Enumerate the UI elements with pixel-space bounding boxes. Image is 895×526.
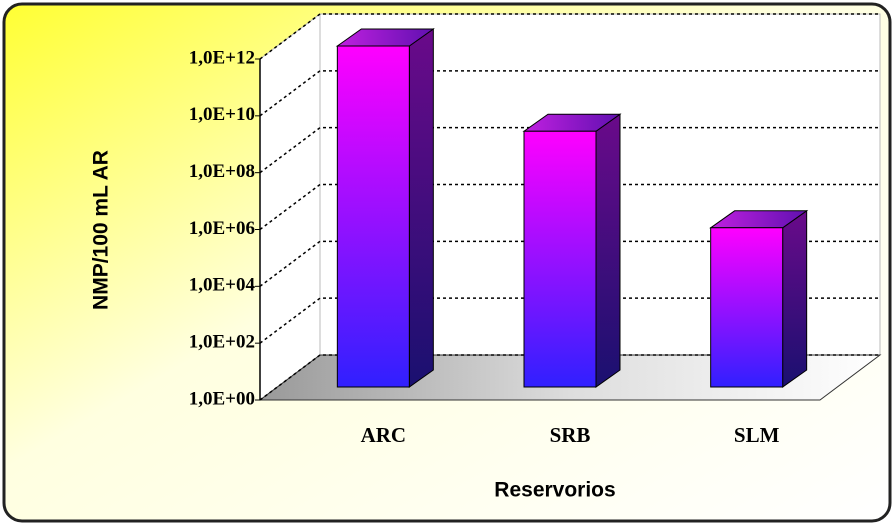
y-tick-label: 1,0E+06 xyxy=(189,218,255,239)
bar-front xyxy=(710,227,784,388)
grid-line xyxy=(259,70,880,117)
bar xyxy=(522,113,622,388)
grid-line xyxy=(259,126,880,174)
grid-line xyxy=(259,13,880,60)
bar-side xyxy=(595,113,621,388)
x-tick-label: ARC xyxy=(361,423,407,447)
bar-side xyxy=(782,209,808,388)
grid-line xyxy=(259,297,880,344)
y-tick-label: 1,0E+08 xyxy=(189,161,255,182)
y-tick-label: 1,0E+00 xyxy=(189,388,255,409)
y-axis-label: NMP/100 mL AR xyxy=(90,150,113,310)
bar-side xyxy=(408,28,434,388)
x-tick-label: SRB xyxy=(550,423,591,447)
bar-front xyxy=(523,130,597,388)
bar xyxy=(709,209,809,388)
y-tick-label: 1,0E+02 xyxy=(189,332,255,353)
grid-line xyxy=(259,240,880,287)
y-tick-label: 1,0E+10 xyxy=(189,104,255,125)
grid-line xyxy=(259,183,880,231)
bar-front xyxy=(336,45,410,388)
x-tick-label: SLM xyxy=(734,423,780,447)
y-tick-label: 1,0E+12 xyxy=(189,47,255,68)
grid-line xyxy=(259,354,880,401)
x-axis-label: Reservorios xyxy=(494,479,615,502)
y-tick-label: 1,0E+04 xyxy=(189,275,256,296)
bar xyxy=(335,28,435,388)
